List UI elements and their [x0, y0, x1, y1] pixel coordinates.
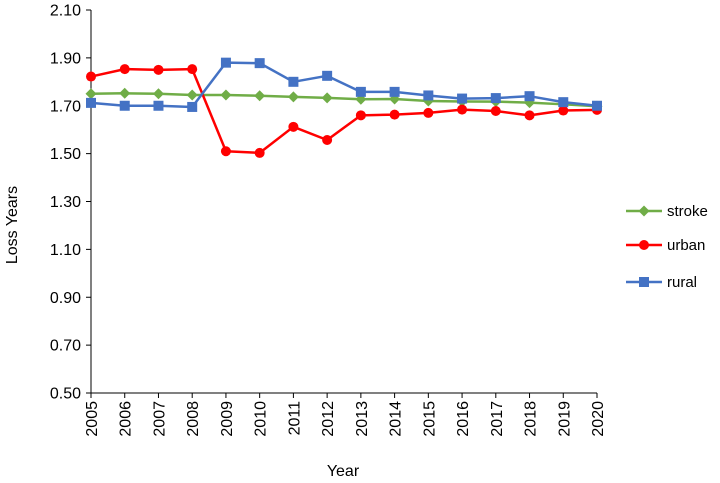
data-point-rural: [288, 76, 299, 87]
y-axis-ticks: 0.50 0.70 0.90 1.10 1.30 1.50 1.70 1.90 2.10: [50, 3, 91, 403]
data-point-rural: [558, 97, 569, 108]
data-point-urban: [288, 121, 299, 132]
data-point-stroke: [119, 87, 131, 99]
y-tick-label: 1.10: [50, 242, 81, 259]
x-axis-title: Year: [327, 463, 360, 480]
x-tick-label: 2019: [556, 401, 573, 437]
data-point-urban: [322, 134, 333, 145]
data-point-stroke: [321, 92, 333, 104]
x-tick-label: 2010: [253, 401, 270, 437]
series-layer: [85, 57, 603, 158]
y-tick-label: 0.70: [50, 338, 81, 355]
data-point-rural: [86, 97, 96, 108]
y-tick-label: 1.70: [50, 98, 81, 115]
x-tick-label: 2015: [421, 401, 438, 437]
data-point-rural: [423, 90, 434, 101]
data-point-urban: [355, 110, 366, 121]
data-point-urban: [153, 64, 164, 75]
x-tick-label: 2014: [388, 401, 405, 437]
data-point-rural: [153, 100, 164, 111]
series-line-stroke: [90, 92, 598, 108]
data-point-urban: [254, 147, 265, 158]
legend-item-urban: urban: [626, 237, 705, 254]
data-point-stroke: [85, 88, 97, 100]
data-point-stroke: [220, 89, 232, 101]
x-tick-label: 2016: [455, 401, 472, 437]
legend-item-rural: rural: [626, 274, 697, 291]
data-point-urban: [389, 109, 400, 120]
y-tick-label: 1.90: [50, 50, 81, 67]
data-point-rural: [592, 100, 602, 111]
legend-label: urban: [667, 237, 705, 254]
x-tick-label: 2018: [523, 401, 540, 437]
x-tick-label: 2013: [354, 401, 371, 437]
data-point-rural: [220, 57, 231, 68]
x-tick-label: 2012: [320, 401, 337, 437]
data-point-urban: [558, 105, 569, 116]
legend-label: stroke: [667, 203, 708, 220]
legend-marker: [639, 240, 649, 250]
x-tick-label: 2020: [590, 401, 607, 437]
data-point-stroke: [254, 90, 266, 102]
data-point-stroke: [152, 88, 164, 100]
legend: stroke urban rural: [626, 203, 708, 291]
legend-marker: [639, 277, 649, 287]
x-axis-ticks: 2005 2006 2007 2008 2009 2010 2011 2012 2013 2014…: [84, 393, 607, 437]
series-line-urban: [90, 67, 598, 155]
x-tick-label: 2005: [84, 401, 101, 437]
data-point-urban: [187, 64, 198, 75]
data-point-urban: [524, 110, 535, 121]
data-point-rural: [355, 86, 366, 97]
y-axis-title: Loss Years: [4, 186, 21, 264]
data-point-rural: [187, 101, 198, 112]
data-point-stroke: [186, 89, 198, 101]
y-tick-label: 1.30: [50, 194, 81, 211]
data-point-rural: [119, 100, 130, 111]
legend-marker: [638, 205, 650, 217]
data-point-urban: [119, 64, 130, 75]
x-tick-label: 2008: [185, 401, 202, 437]
x-tick-label: 2006: [118, 401, 135, 437]
data-point-rural: [490, 93, 501, 104]
data-point-urban: [220, 146, 231, 157]
data-point-stroke: [287, 91, 299, 103]
data-point-urban: [86, 71, 96, 82]
data-point-urban: [457, 104, 468, 115]
y-tick-label: 2.10: [50, 3, 81, 20]
x-tick-label: 2009: [219, 401, 236, 437]
legend-item-stroke: stroke: [626, 203, 708, 220]
data-point-rural: [254, 58, 265, 69]
data-point-urban: [490, 106, 501, 117]
legend-label: rural: [667, 274, 697, 291]
y-tick-label: 0.50: [50, 386, 81, 403]
x-tick-label: 2011: [286, 401, 303, 436]
data-point-urban: [423, 107, 434, 118]
y-tick-label: 0.90: [50, 290, 81, 307]
series-rural: [86, 57, 602, 112]
data-point-rural: [322, 70, 333, 81]
series-line-rural: [90, 61, 598, 109]
data-point-rural: [389, 86, 400, 97]
x-tick-label: 2017: [489, 401, 506, 437]
series-urban: [86, 64, 602, 158]
x-tick-label: 2007: [151, 401, 168, 437]
y-tick-label: 1.50: [50, 146, 81, 163]
data-point-rural: [457, 93, 468, 104]
data-point-rural: [524, 91, 535, 102]
